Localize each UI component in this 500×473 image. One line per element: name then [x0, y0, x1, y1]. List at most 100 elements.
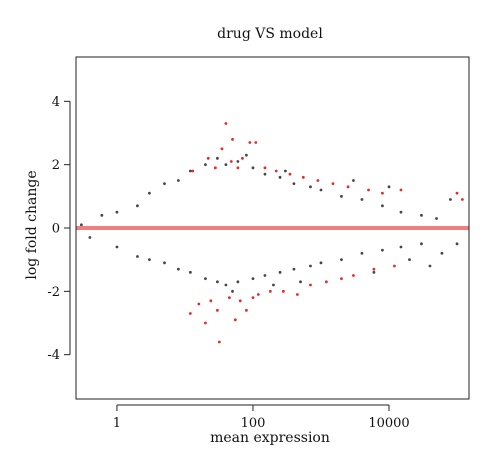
significant-data-point	[224, 122, 228, 125]
significant-data-point	[381, 191, 384, 195]
significant-data-point	[346, 185, 350, 189]
significant-data-point	[392, 264, 396, 268]
data-point	[387, 185, 391, 189]
data-point	[435, 217, 438, 220]
data-point	[428, 264, 432, 268]
data-point	[292, 182, 296, 186]
significant-data-point	[204, 321, 207, 325]
data-point	[224, 163, 228, 167]
data-point	[231, 289, 234, 293]
data-point	[204, 163, 207, 167]
data-point	[420, 213, 423, 217]
data-point	[440, 251, 444, 255]
significant-points	[188, 122, 464, 344]
significant-data-point	[281, 289, 285, 293]
data-point	[216, 156, 219, 160]
significant-data-point	[206, 156, 210, 160]
significant-data-point	[227, 296, 231, 300]
significant-data-point	[372, 267, 376, 271]
significant-data-point	[220, 147, 224, 151]
data-point	[216, 280, 219, 284]
data-point	[340, 194, 343, 198]
data-point	[408, 258, 411, 262]
significant-data-point	[455, 191, 459, 195]
y-tick-label: 0	[52, 222, 60, 237]
data-point	[176, 267, 180, 271]
data-point	[148, 258, 151, 262]
significant-data-point	[324, 280, 328, 284]
data-point	[263, 274, 267, 277]
significant-data-point	[244, 308, 248, 312]
plot-frame	[75, 56, 470, 400]
significant-data-point	[309, 283, 312, 287]
x-axis-label: mean expression	[210, 430, 330, 446]
data-point	[340, 258, 343, 262]
data-point	[352, 179, 355, 182]
significant-data-point	[274, 169, 278, 173]
data-point	[188, 270, 192, 274]
data-point	[115, 210, 119, 214]
significant-data-point	[248, 141, 252, 144]
data-point	[204, 277, 207, 281]
x-tick-label: 100	[241, 416, 266, 431]
significant-data-point	[256, 293, 260, 296]
data-point	[79, 223, 83, 227]
significant-data-point	[213, 166, 217, 170]
data-point	[309, 264, 312, 268]
x-tick-label: 10000	[368, 416, 409, 431]
significant-data-point	[352, 274, 355, 277]
significant-data-point	[241, 156, 244, 160]
significant-data-point	[296, 293, 299, 296]
significant-data-point	[188, 312, 192, 315]
significant-data-point	[367, 188, 370, 192]
data-point	[251, 277, 255, 281]
significant-data-point	[301, 175, 305, 179]
significant-data-point	[331, 182, 335, 186]
significant-data-point	[340, 277, 343, 281]
data-point	[319, 188, 323, 192]
data-point	[244, 153, 248, 157]
data-point	[163, 261, 166, 265]
significant-data-point	[209, 299, 213, 303]
significant-data-point	[254, 141, 258, 144]
x-axis: 1 100 10000	[113, 404, 410, 431]
data-point	[292, 267, 296, 271]
significant-data-point	[238, 299, 242, 303]
data-point	[100, 213, 104, 217]
data-point	[88, 236, 92, 239]
significant-data-point	[268, 289, 272, 293]
data-point	[236, 160, 240, 163]
data-point	[278, 270, 282, 274]
y-axis-label: log fold change	[24, 170, 40, 279]
y-axis: -4 -2 0 2 4	[47, 95, 71, 363]
data-point	[236, 280, 240, 284]
data-point	[188, 169, 192, 173]
data-point	[284, 169, 287, 173]
significant-data-point	[229, 160, 233, 163]
significant-data-point	[231, 137, 234, 141]
data-point	[263, 172, 267, 176]
data-point	[319, 261, 323, 265]
significant-data-point	[288, 172, 292, 176]
significant-data-point	[461, 198, 464, 201]
significant-data-point	[263, 166, 267, 170]
data-point	[309, 185, 312, 189]
data-point	[115, 245, 119, 249]
data-point	[136, 255, 139, 258]
significant-data-point	[236, 166, 240, 170]
data-point	[372, 270, 376, 274]
significant-data-point	[216, 308, 219, 312]
y-tick-label: -2	[47, 285, 60, 300]
data-point	[251, 166, 255, 170]
significant-data-point	[251, 296, 255, 300]
significant-data-point	[217, 340, 221, 344]
chart-title: drug VS model	[217, 26, 323, 42]
data-point	[278, 175, 282, 179]
plot-area	[76, 122, 469, 344]
y-tick-label: -4	[47, 348, 60, 363]
significant-data-point	[233, 318, 237, 322]
data-point	[224, 283, 228, 287]
data-point	[360, 198, 364, 201]
y-tick-label: 4	[52, 95, 60, 110]
